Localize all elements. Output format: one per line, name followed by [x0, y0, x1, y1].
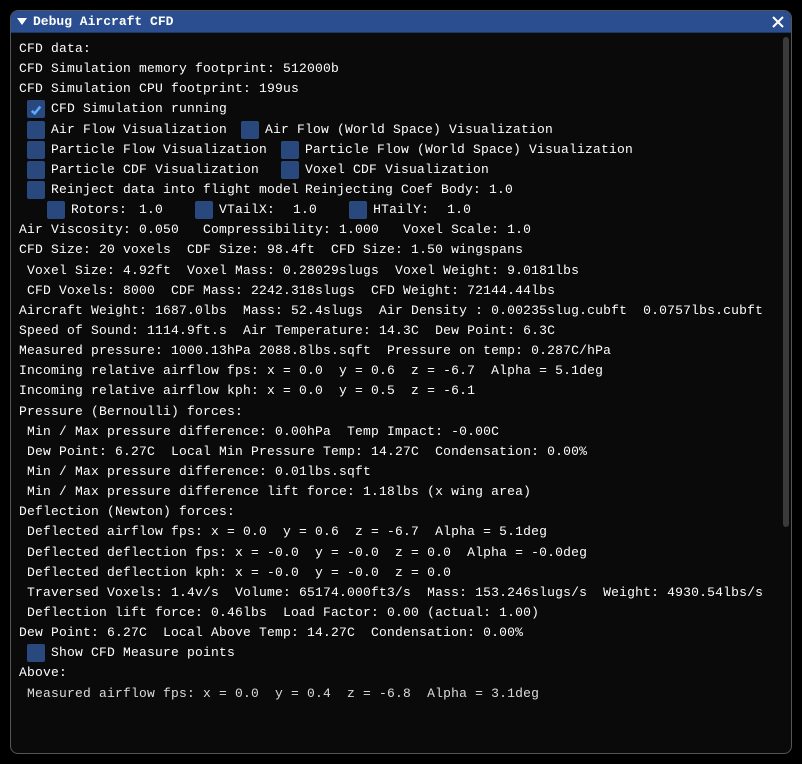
stat-cfd-size: CFD Size: 20 voxels CDF Size: 98.4ft CFD…	[19, 240, 783, 260]
debug-window: Debug Aircraft CFD CFD data: CFD Simulat…	[10, 10, 792, 754]
content-area: CFD data: CFD Simulation memory footprin…	[11, 33, 791, 753]
stat-viscosity: Air Viscosity: 0.050 Compressibility: 1.…	[19, 220, 783, 240]
value-rotors: 1.0	[139, 200, 163, 220]
mem-footprint: CFD Simulation memory footprint: 512000b	[19, 59, 783, 79]
stat-dewpoint-local: Dew Point: 6.27C Local Min Pressure Temp…	[19, 442, 783, 462]
cfd-data-header: CFD data:	[19, 39, 783, 59]
header-above: Above:	[19, 663, 783, 683]
row-cdf-vis: Particle CDF Visualization Voxel CDF Vis…	[19, 160, 783, 180]
label-particle-flow-world: Particle Flow (World Space) Visualizatio…	[305, 140, 633, 160]
checkbox-airflow-vis[interactable]	[27, 121, 45, 139]
label-voxel-cdf: Voxel CDF Visualization	[305, 160, 489, 180]
label-rotors: Rotors:	[71, 200, 127, 220]
checkbox-rotors[interactable]	[47, 201, 65, 219]
stat-deflected-airflow: Deflected airflow fps: x = 0.0 y = 0.6 z…	[19, 522, 783, 542]
row-airflow: Air Flow Visualization Air Flow (World S…	[19, 120, 783, 140]
label-vtailx: VTailX:	[219, 200, 275, 220]
stat-cfd-voxels: CFD Voxels: 8000 CDF Mass: 2242.318slugs…	[19, 281, 783, 301]
stat-deflected-kph: Deflected deflection kph: x = -0.0 y = -…	[19, 563, 783, 583]
checkbox-show-points[interactable]	[27, 644, 45, 662]
checkbox-voxel-cdf[interactable]	[281, 161, 299, 179]
stat-incoming-kph: Incoming relative airflow kph: x = 0.0 y…	[19, 381, 783, 401]
scrollbar[interactable]	[783, 37, 789, 527]
checkbox-particle-flow[interactable]	[27, 141, 45, 159]
checkbox-airflow-world[interactable]	[241, 121, 259, 139]
collapse-arrow-icon[interactable]	[17, 18, 27, 25]
stat-speed-sound: Speed of Sound: 1114.9ft.s Air Temperatu…	[19, 321, 783, 341]
value-htaily: 1.0	[447, 200, 471, 220]
row-sim-running: CFD Simulation running	[19, 99, 783, 119]
row-particle-flow: Particle Flow Visualization Particle Flo…	[19, 140, 783, 160]
stat-aircraft-weight: Aircraft Weight: 1687.0lbs Mass: 52.4slu…	[19, 301, 783, 321]
stat-deflected-fps: Deflected deflection fps: x = -0.0 y = -…	[19, 543, 783, 563]
header-bernoulli: Pressure (Bernoulli) forces:	[19, 402, 783, 422]
close-icon[interactable]	[771, 15, 785, 29]
checkbox-sim-running[interactable]	[27, 100, 45, 118]
checkbox-htaily[interactable]	[349, 201, 367, 219]
row-reinject: Reinject data into flight model Reinject…	[19, 180, 783, 200]
stat-incoming-fps: Incoming relative airflow fps: x = 0.0 y…	[19, 361, 783, 381]
stat-measured-pressure: Measured pressure: 1000.13hPa 2088.8lbs.…	[19, 341, 783, 361]
label-show-points: Show CFD Measure points	[51, 643, 235, 663]
stat-pressure-diff-hpa: Min / Max pressure difference: 0.00hPa T…	[19, 422, 783, 442]
label-reinject: Reinject data into flight model	[51, 180, 305, 200]
row-show-points: Show CFD Measure points	[19, 643, 783, 663]
titlebar[interactable]: Debug Aircraft CFD	[11, 11, 791, 33]
stat-pressure-lift: Min / Max pressure difference lift force…	[19, 482, 783, 502]
label-sim-running: CFD Simulation running	[51, 99, 227, 119]
stat-pressure-diff-lbs: Min / Max pressure difference: 0.01lbs.s…	[19, 462, 783, 482]
stat-traversed-voxels: Traversed Voxels: 1.4v/s Volume: 65174.0…	[19, 583, 783, 603]
checkbox-particle-cdf[interactable]	[27, 161, 45, 179]
value-vtailx: 1.0	[293, 200, 317, 220]
label-airflow-world: Air Flow (World Space) Visualization	[265, 120, 553, 140]
stat-voxel-size: Voxel Size: 4.92ft Voxel Mass: 0.28029sl…	[19, 261, 783, 281]
label-particle-flow: Particle Flow Visualization	[51, 140, 281, 160]
checkbox-particle-flow-world[interactable]	[281, 141, 299, 159]
window-title: Debug Aircraft CFD	[33, 14, 771, 29]
cpu-footprint: CFD Simulation CPU footprint: 199us	[19, 79, 783, 99]
row-tail-coefs: Rotors: 1.0 VTailX: 1.0 HTailY: 1.0	[19, 200, 783, 220]
stat-measured-airflow-above: Measured airflow fps: x = 0.0 y = 0.4 z …	[19, 684, 783, 704]
label-airflow-vis: Air Flow Visualization	[51, 120, 241, 140]
checkbox-vtailx[interactable]	[195, 201, 213, 219]
label-htaily: HTailY:	[373, 200, 429, 220]
label-reinject-coef: Reinjecting Coef Body: 1.0	[305, 180, 513, 200]
header-deflection: Deflection (Newton) forces:	[19, 502, 783, 522]
stat-deflection-lift: Deflection lift force: 0.46lbs Load Fact…	[19, 603, 783, 623]
stat-dewpoint-above: Dew Point: 6.27C Local Above Temp: 14.27…	[19, 623, 783, 643]
checkbox-reinject[interactable]	[27, 181, 45, 199]
label-particle-cdf: Particle CDF Visualization	[51, 160, 281, 180]
